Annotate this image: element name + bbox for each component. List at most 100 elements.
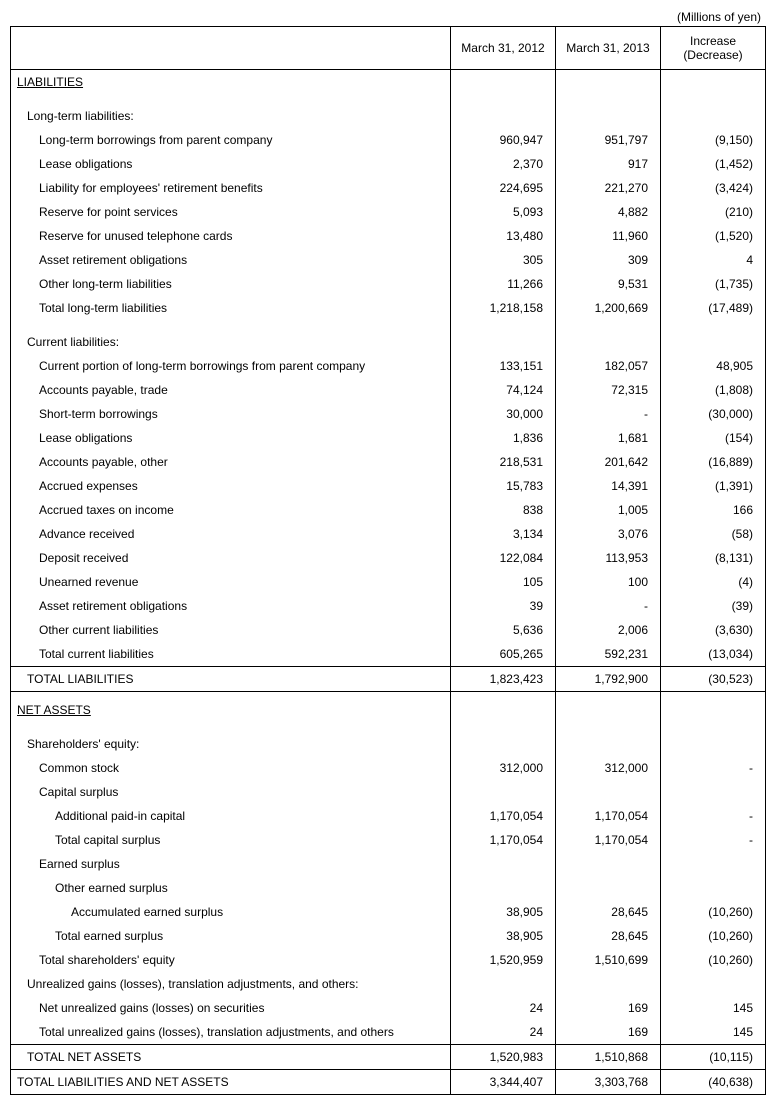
row-value: 39 [451,594,556,618]
row-value: 2,006 [556,618,661,642]
row-value: 305 [451,248,556,272]
row-value: 11,960 [556,224,661,248]
row-value: 312,000 [556,756,661,780]
row-value [556,722,661,732]
row-label: TOTAL LIABILITIES AND NET ASSETS [11,1070,451,1095]
table-row: Accumulated earned surplus38,90528,645(1… [11,900,766,924]
row-value: 5,093 [451,200,556,224]
row-value: 1,510,699 [556,948,661,972]
row-value [451,732,556,756]
row-value [661,698,766,722]
header-col-1: March 31, 2012 [451,27,556,70]
row-value [451,94,556,104]
row-label: TOTAL LIABILITIES [11,667,451,692]
row-value: 9,531 [556,272,661,296]
table-row: Advance received3,1343,076(58) [11,522,766,546]
table-row: Accrued taxes on income8381,005166 [11,498,766,522]
row-value [451,320,556,330]
row-value: 3,344,407 [451,1070,556,1095]
row-value [661,104,766,128]
row-value: (40,638) [661,1070,766,1095]
table-row: Accounts payable, other218,531201,642(16… [11,450,766,474]
row-value: 28,645 [556,900,661,924]
row-value: (3,424) [661,176,766,200]
table-row: LIABILITIES [11,70,766,95]
row-value: 28,645 [556,924,661,948]
row-label: Current liabilities: [11,330,451,354]
row-value: 145 [661,1020,766,1045]
row-value: (1,808) [661,378,766,402]
table-row: TOTAL LIABILITIES1,823,4231,792,900(30,5… [11,667,766,692]
row-label [11,722,451,732]
row-value: 1,681 [556,426,661,450]
row-label: Lease obligations [11,152,451,176]
row-value [451,722,556,732]
row-value: 201,642 [556,450,661,474]
table-row [11,722,766,732]
row-label: Unrealized gains (losses), translation a… [11,972,451,996]
row-value: 309 [556,248,661,272]
row-label: Shareholders' equity: [11,732,451,756]
table-row: Total unrealized gains (losses), transla… [11,1020,766,1045]
row-value: 1,792,900 [556,667,661,692]
header-col-3: Increase(Decrease) [661,27,766,70]
row-label: Additional paid-in capital [11,804,451,828]
row-label: Long-term liabilities: [11,104,451,128]
row-value: 122,084 [451,546,556,570]
row-value [451,852,556,876]
row-value: (4) [661,570,766,594]
row-value: 221,270 [556,176,661,200]
row-value: - [661,828,766,852]
row-value [451,876,556,900]
table-row: Capital surplus [11,780,766,804]
table-row: Other long-term liabilities11,2669,531(1… [11,272,766,296]
row-value: (9,150) [661,128,766,152]
row-label [11,94,451,104]
row-value: - [661,804,766,828]
row-value: 3,134 [451,522,556,546]
row-value: 2,370 [451,152,556,176]
row-value: 312,000 [451,756,556,780]
row-value: 592,231 [556,642,661,667]
row-value [556,780,661,804]
row-value: 38,905 [451,900,556,924]
row-value: 38,905 [451,924,556,948]
table-row: Total current liabilities605,265592,231(… [11,642,766,667]
row-label: Liability for employees' retirement bene… [11,176,451,200]
row-value [556,320,661,330]
header-col-2: March 31, 2013 [556,27,661,70]
row-value: 133,151 [451,354,556,378]
table-row: Accounts payable, trade74,12472,315(1,80… [11,378,766,402]
row-value: (154) [661,426,766,450]
row-value [661,94,766,104]
row-value [661,722,766,732]
row-label: Accrued expenses [11,474,451,498]
row-label: Total unrealized gains (losses), transla… [11,1020,451,1045]
row-label: Reserve for unused telephone cards [11,224,451,248]
row-value: 960,947 [451,128,556,152]
table-row: Long-term liabilities: [11,104,766,128]
row-label: Other long-term liabilities [11,272,451,296]
row-value: 48,905 [661,354,766,378]
row-value: 4 [661,248,766,272]
row-value [661,330,766,354]
row-value: 113,953 [556,546,661,570]
row-value: (10,260) [661,924,766,948]
row-label: Long-term borrowings from parent company [11,128,451,152]
table-row: Lease obligations2,370917(1,452) [11,152,766,176]
table-row [11,94,766,104]
table-row: Other earned surplus [11,876,766,900]
row-value: (17,489) [661,296,766,320]
row-value: 14,391 [556,474,661,498]
table-header-row: March 31, 2012 March 31, 2013 Increase(D… [11,27,766,70]
row-value: 166 [661,498,766,522]
table-row: Unearned revenue105100(4) [11,570,766,594]
row-value: 1,520,983 [451,1045,556,1070]
row-value [661,70,766,95]
row-value [661,320,766,330]
row-value: (1,735) [661,272,766,296]
table-row: Current portion of long-term borrowings … [11,354,766,378]
row-label: Other current liabilities [11,618,451,642]
table-row: NET ASSETS [11,698,766,722]
row-value: (1,520) [661,224,766,248]
